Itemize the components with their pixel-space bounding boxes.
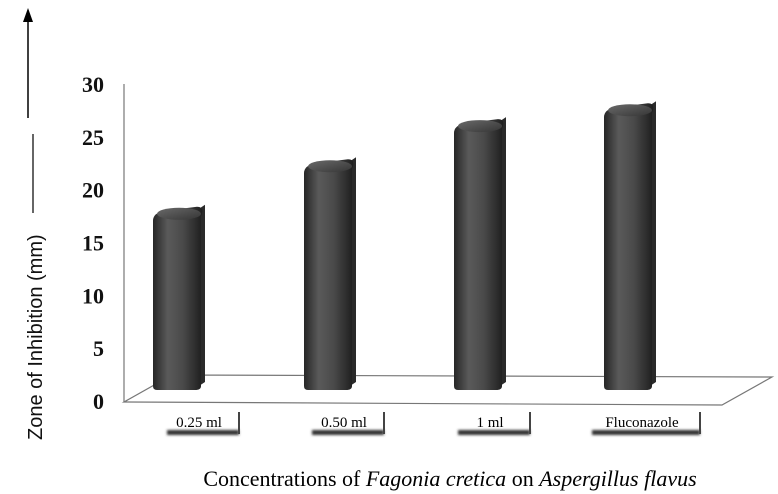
- bar-1-ml: [454, 117, 506, 390]
- category-label-shadow: [592, 430, 700, 435]
- category-label-shadow: [458, 430, 530, 435]
- bar-body: [454, 119, 504, 390]
- y-tick-label: 25: [82, 125, 104, 150]
- x-axis-label-species: Fagonia cretica: [365, 466, 506, 491]
- y-tick-label: 10: [82, 283, 104, 308]
- bar-body: [153, 206, 203, 390]
- y-tick-label: 5: [93, 336, 104, 361]
- bar-0-50-ml: [304, 157, 356, 390]
- category-label: 0.50 ml: [321, 415, 367, 431]
- y-tick-label: 20: [82, 178, 104, 203]
- bar-body: [604, 103, 654, 390]
- bar-cap: [458, 120, 502, 133]
- bar-cap: [157, 207, 201, 220]
- bar-0-25-ml: [153, 204, 205, 390]
- y-axis-arrow: [23, 8, 33, 118]
- chart-floor: [121, 84, 775, 406]
- category-label: 0.25 ml: [176, 415, 222, 431]
- category-label-shadow: [312, 430, 384, 435]
- x-axis-label-part1: Concentrations of: [203, 466, 366, 491]
- category-label: Fluconazole: [605, 415, 679, 431]
- bar-body: [304, 159, 354, 390]
- y-tick-label: 15: [82, 231, 104, 256]
- x-axis-label: Concentrations of Fagonia cretica on Asp…: [203, 466, 696, 491]
- category-label-shadow: [167, 430, 239, 435]
- bar-cap: [308, 160, 352, 173]
- bar-cap: [608, 104, 652, 117]
- y-axis-label: Zone of Inhibition (mm): [25, 234, 47, 440]
- category-labels: 0.25 ml 0.50 ml 1 ml Fluconazole: [167, 412, 701, 435]
- y-axis-ticks: 0 5 10 15 20 25 30: [82, 72, 104, 414]
- x-axis-label-organism: Aspergillus flavus: [537, 466, 696, 491]
- bar-fluconazole: [604, 101, 656, 390]
- category-label: 1 ml: [476, 415, 503, 431]
- y-tick-label: 0: [93, 389, 104, 414]
- bars-group: [153, 101, 656, 390]
- x-axis-label-part3: on: [506, 466, 539, 491]
- y-tick-label: 30: [82, 72, 104, 97]
